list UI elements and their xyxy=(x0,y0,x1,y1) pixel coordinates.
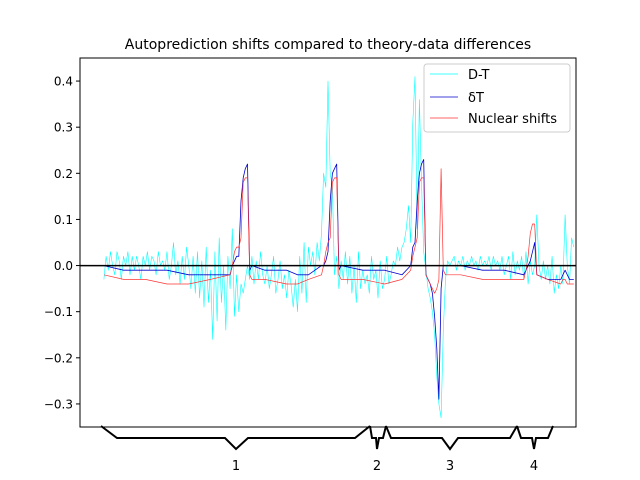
y-tick-label: −0.1 xyxy=(44,305,73,319)
plot-area xyxy=(79,57,577,428)
y-tick-label: −0.3 xyxy=(44,397,73,411)
brace-group-1 xyxy=(100,425,371,451)
y-tick-label: 0.1 xyxy=(54,213,73,227)
chart-title: Autoprediction shifts compared to theory… xyxy=(125,37,531,53)
y-axis: −0.3 −0.2 −0.1 0.0 0.1 0.2 0.3 0.4 xyxy=(44,75,80,411)
group-label-3: 3 xyxy=(446,459,454,474)
group-label-4: 4 xyxy=(530,459,538,474)
legend-label-d-t: D-T xyxy=(468,68,490,83)
y-tick-label: 0.3 xyxy=(54,121,73,135)
axes-frame xyxy=(79,57,577,428)
legend-label-delta-t: δT xyxy=(468,91,484,106)
brace-group-2 xyxy=(369,425,387,450)
group-label-2: 2 xyxy=(373,459,381,474)
group-label-1: 1 xyxy=(232,459,240,474)
y-tick-label: 0.0 xyxy=(54,259,73,273)
brace-group-3 xyxy=(385,425,518,451)
legend-box xyxy=(423,63,571,133)
legend: D-T δT Nuclear shifts xyxy=(423,63,571,133)
y-tick-label: 0.2 xyxy=(54,167,73,181)
series-line-nuclear-shifts xyxy=(103,168,574,294)
brace-group-4 xyxy=(516,425,554,450)
series-line-delta-t xyxy=(103,159,574,400)
y-tick-label: 0.4 xyxy=(54,75,73,89)
group-braces: 1 2 3 4 xyxy=(100,425,554,474)
y-tick-label: −0.2 xyxy=(44,351,73,365)
legend-label-nuclear-shifts: Nuclear shifts xyxy=(468,112,557,127)
